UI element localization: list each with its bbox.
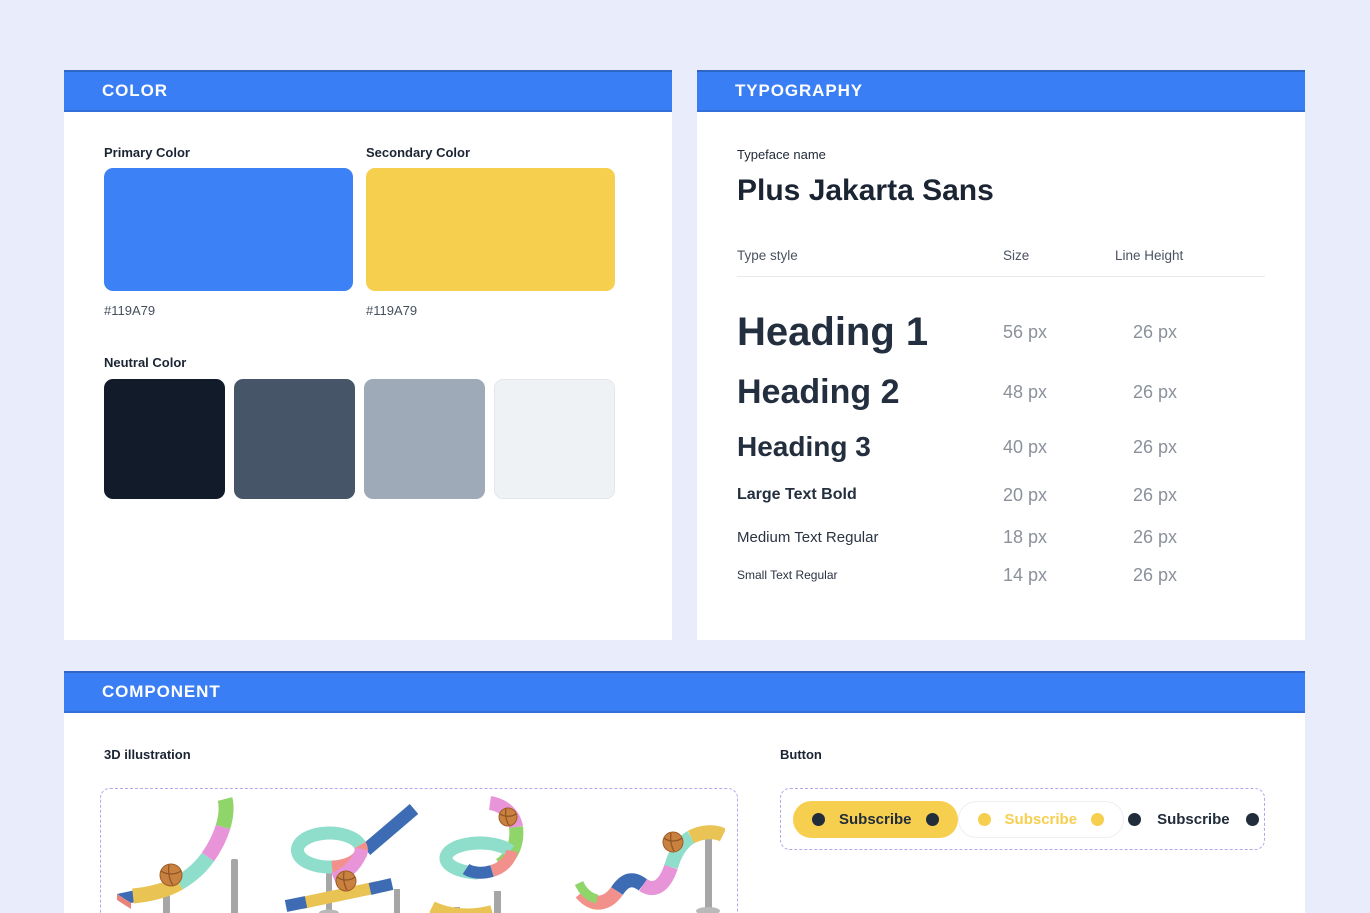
subscribe-button-outline[interactable]: Subscribe [957,800,1125,838]
type-line-height-value: 26 px [1133,526,1178,547]
typography-section-panel: TYPOGRAPHY Typeface name Plus Jakarta Sa… [697,70,1305,640]
neutral-swatch-2 [234,379,355,499]
neutral-color-label: Neutral Color [104,355,187,370]
illustration-column: 3D illustration [100,747,738,913]
typeface-name-label: Typeface name [737,147,826,162]
typography-section-title: TYPOGRAPHY [735,81,864,100]
col-header-size: Size [1003,248,1030,263]
button-label: Button [780,747,822,762]
button-dot-icon [925,812,939,826]
illustration-label: 3D illustration [104,747,191,762]
3d-illustration-spiral [428,796,524,913]
secondary-color-swatch [366,168,615,291]
button-dot-icon [1245,812,1259,826]
secondary-color-block: Secondary Color #119A79 [366,145,615,318]
component-section-title: COMPONENT [102,682,221,701]
type-size-value: 14 px [1003,564,1048,585]
typography-section-body: Typeface name Plus Jakarta Sans Type sty… [697,112,1305,593]
primary-color-label: Primary Color [104,145,190,160]
3d-illustration-loop [285,804,419,913]
color-section-title: COLOR [102,81,168,100]
type-style-sample: Heading 1 [737,309,929,354]
subscribe-button-text[interactable]: Subscribe [1124,801,1263,838]
subscribe-button-label: Subscribe [1157,810,1230,828]
typography-section-header: TYPOGRAPHY [697,70,1305,112]
table-row: Heading 2 48 px 26 px [737,363,1265,421]
primary-color-hex: #119A79 [104,303,156,318]
button-dot-icon [812,812,825,826]
component-section-header: COMPONENT [64,671,1305,713]
type-line-height-value: 26 px [1133,484,1178,505]
type-style-sample: Medium Text Regular [737,528,879,546]
type-style-sample: Large Text Bold [737,486,857,503]
button-dot-icon [977,812,991,826]
table-row: Heading 1 56 px 26 px [737,301,1265,363]
col-header-line-height: Line Height [1115,248,1184,263]
type-line-height-value: 26 px [1133,436,1178,457]
button-column: Button Subscribe Subscribe Subscrib [780,747,1265,913]
button-dot-icon [1128,812,1142,826]
type-size-value: 48 px [1003,381,1048,402]
table-row: Heading 3 40 px 26 px [737,421,1265,473]
illustration-showcase-box [100,788,738,913]
neutral-swatch-4 [494,379,615,499]
type-line-height-value: 26 px [1133,564,1178,585]
color-section-header: COLOR [64,70,672,112]
table-row: Large Text Bold 20 px 26 px [737,473,1265,517]
type-style-sample: Heading 3 [737,431,871,462]
color-section-body: Primary Color #119A79 Secondary Color #1… [64,112,672,499]
neutral-swatch-1 [104,379,225,499]
col-header-type-style: Type style [737,248,798,263]
type-size-value: 56 px [1003,321,1048,342]
type-line-height-value: 26 px [1133,321,1178,342]
type-line-height-value: 26 px [1133,381,1178,402]
button-dot-icon [1091,812,1105,826]
3d-illustration-curved-ramp [117,797,238,913]
type-size-value: 18 px [1003,526,1048,547]
neutral-swatch-row [104,379,632,499]
button-showcase-box: Subscribe Subscribe Subscribe [780,788,1265,850]
type-size-value: 40 px [1003,436,1048,457]
subscribe-button-filled[interactable]: Subscribe [793,800,958,838]
subscribe-button-label: Subscribe [1004,810,1078,828]
secondary-color-hex: #119A79 [366,303,418,318]
subscribe-button-label: Subscribe [839,810,912,828]
table-row: Medium Text Regular 18 px 26 px [737,517,1265,557]
3d-illustration-wave [574,825,725,913]
typeface-name: Plus Jakarta Sans [737,174,994,207]
type-style-sample: Heading 2 [737,372,900,411]
neutral-swatch-3 [364,379,485,499]
table-row: Small Text Regular 14 px 26 px [737,557,1265,593]
secondary-color-label: Secondary Color [366,145,471,160]
type-style-sample: Small Text Regular [737,568,838,582]
type-style-table: Type style Size Line Height Heading 1 56… [737,248,1265,593]
primary-color-block: Primary Color #119A79 [104,145,353,318]
primary-color-swatch [104,168,353,291]
color-section-panel: COLOR Primary Color #119A79 Secondary Co… [64,70,672,640]
type-style-table-header: Type style Size Line Height [737,248,1265,277]
component-section-panel: COMPONENT 3D illustration [64,671,1305,913]
component-section-body: 3D illustration [64,713,1305,913]
type-size-value: 20 px [1003,484,1048,505]
